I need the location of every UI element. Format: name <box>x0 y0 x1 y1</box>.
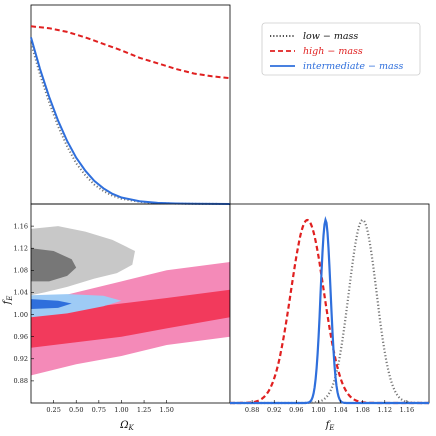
bottom-left-contours <box>31 226 230 376</box>
panel-top-left <box>30 4 231 205</box>
bottom-right-x-tick-label: 0.88 <box>245 406 259 414</box>
bottom-left-y-tick-label: 1.00 <box>14 311 28 319</box>
top-left-curve-high-mass <box>30 25 231 80</box>
bottom-right-curve-intermediate-mass <box>230 215 429 405</box>
bottom-right-x-tick-label: 1.12 <box>378 406 392 414</box>
bottom-right-x-tick-label: 1.04 <box>333 406 347 414</box>
bottom-left-x-tick-label: 0.25 <box>46 406 60 414</box>
panel-bottom-right-frame <box>229 203 430 404</box>
bottom-right-x-tick-label: 1.16 <box>400 406 414 414</box>
legend: low − mass high − mass intermediate − ma… <box>261 22 421 76</box>
legend-box <box>261 22 421 76</box>
contour-intermediate-mass-68pct <box>31 299 72 309</box>
bottom-left-x-tick-label: 0.50 <box>69 406 83 414</box>
legend-label-intermediate-mass: intermediate − mass <box>303 61 404 72</box>
bottom-left-y-tick-label: 0.92 <box>14 355 28 363</box>
panel-bottom-right: 0.88 0.92 0.96 1.00 1.04 1.08 1.12 1.16 fE <box>229 203 430 432</box>
bottom-left-y-tick-label: 1.04 <box>14 289 28 297</box>
bottom-left-y-ticks: 0.88 0.92 0.96 1.00 1.04 1.08 1.12 1.16 <box>14 222 34 385</box>
bottom-right-x-tick-label: 1.08 <box>355 406 369 414</box>
bottom-left-y-tick-label: 1.08 <box>14 267 28 275</box>
panel-bottom-left: 0.25 0.50 0.75 1.00 1.25 1.50 0.88 0.92 0.96 1.0… <box>2 203 231 432</box>
bottom-left-y-tick-label: 1.12 <box>14 245 28 253</box>
y-axis-label-fe: fE <box>2 296 14 306</box>
bottom-left-x-tick-label: 1.00 <box>114 406 128 414</box>
bottom-left-y-tick-label: 0.88 <box>14 377 28 385</box>
bottom-left-x-tick-label: 0.75 <box>92 406 106 414</box>
bottom-left-x-ticks: 0.25 0.50 0.75 1.00 1.25 1.50 <box>46 400 174 414</box>
bottom-right-x-ticks: 0.88 0.92 0.96 1.00 1.04 1.08 1.12 1.16 <box>245 400 414 414</box>
bottom-right-x-tick-label: 0.96 <box>289 406 303 414</box>
x-axis-label-omega: ΩK <box>119 420 134 432</box>
bottom-left-y-tick-label: 0.96 <box>14 333 28 341</box>
bottom-right-x-tick-label: 1.00 <box>311 406 325 414</box>
contour-high-mass-68pct <box>31 289 230 348</box>
panel-top-left-frame <box>30 4 231 205</box>
x-axis-label-fe: fE <box>325 420 335 432</box>
bottom-left-x-tick-label: 1.50 <box>159 406 173 414</box>
bottom-left-y-tick-label: 1.16 <box>14 222 28 230</box>
contour-low-mass-68pct <box>31 248 77 282</box>
bottom-right-curves <box>230 215 429 405</box>
bottom-left-x-tick-label: 1.25 <box>137 406 151 414</box>
contour-intermediate-mass-95pct <box>31 294 122 318</box>
bottom-right-x-tick-label: 0.92 <box>267 406 281 414</box>
legend-label-low-mass: low − mass <box>303 31 358 42</box>
legend-label-high-mass: high − mass <box>303 46 363 57</box>
